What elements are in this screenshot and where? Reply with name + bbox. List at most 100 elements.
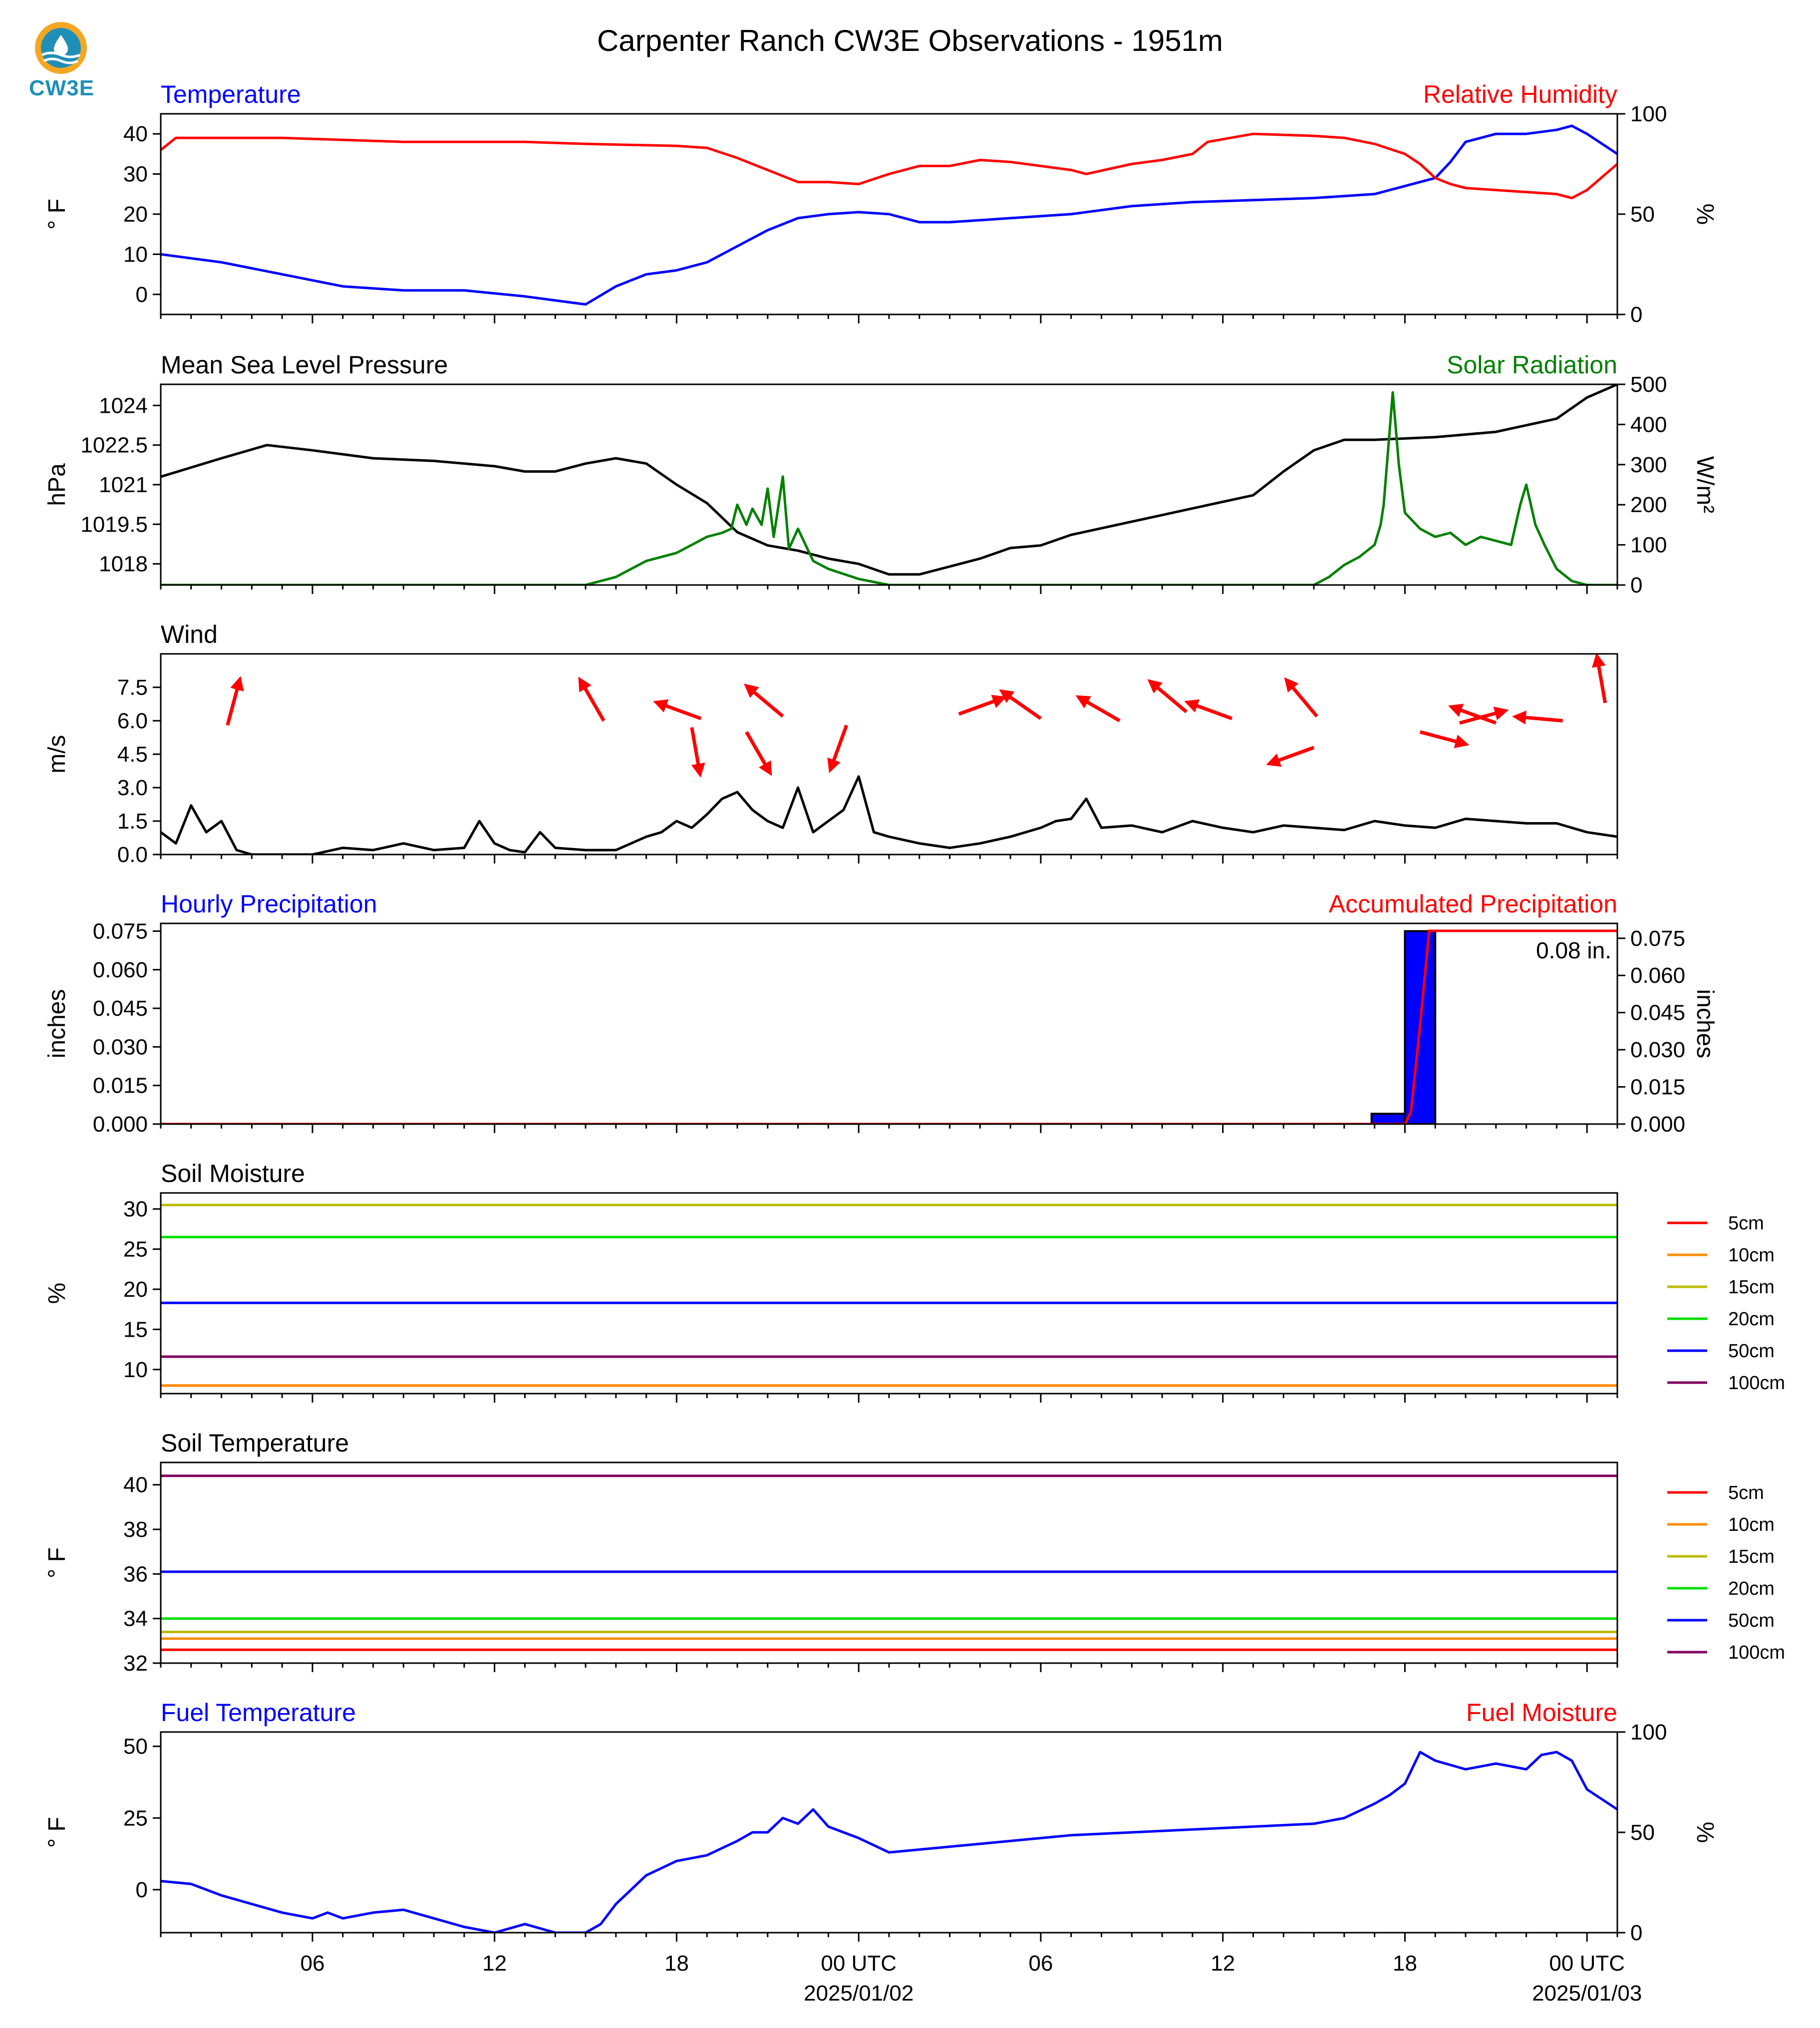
ytick-right-label: 500 (1630, 372, 1667, 397)
wind-arrow-head (1493, 706, 1509, 720)
wind-arrow-head (1448, 704, 1464, 717)
legend-label: 100cm (1728, 1642, 1785, 1663)
wind-arrow-head (1592, 654, 1606, 668)
ylabel-left: ° F (44, 1817, 70, 1848)
ytick-left-label: 20 (123, 1277, 148, 1302)
ytick-left-label: 40 (123, 1473, 148, 1497)
ylabel-left: inches (44, 989, 70, 1059)
series-line-1 (161, 132, 1617, 200)
ylabel-right: % (1692, 204, 1718, 225)
ylabel-left: m/s (44, 735, 70, 773)
plot-area (161, 654, 1617, 855)
ytick-left-label: 0.075 (93, 919, 148, 943)
panel-title-left: Mean Sea Level Pressure (161, 351, 448, 379)
ytick-left-label: 0.015 (93, 1074, 148, 1098)
panel-title-right: Accumulated Precipitation (1329, 890, 1617, 918)
panel-soil-temperature: Soil Temperature 32 34 36 38 40 ° F 5cm 10cm 15cm… (44, 1429, 1785, 1676)
panel-frame (160, 1461, 1618, 1664)
panel-frame (160, 383, 1618, 586)
series-line-1 (161, 391, 1617, 585)
legend-label: 50cm (1728, 1610, 1775, 1631)
ytick-left-label: 4.5 (117, 742, 148, 767)
ylabel-left: ° F (44, 1547, 70, 1578)
plot-area (161, 929, 1617, 1124)
panel-frame (160, 922, 1618, 1125)
ytick-right-label: 0.030 (1630, 1038, 1685, 1062)
wind-arrow-head (827, 757, 841, 773)
ylabel-left: hPa (44, 463, 70, 506)
ytick-left-label: 25 (123, 1237, 148, 1262)
panel-title-left: Soil Moisture (161, 1159, 305, 1187)
panel-frame (160, 113, 1618, 315)
ytick-left-label: 0 (136, 1878, 148, 1902)
legend-label: 10cm (1728, 1514, 1775, 1535)
wind-arrow-head (1266, 753, 1282, 767)
ytick-left-label: 32 (123, 1651, 148, 1676)
ylabel-left: ° F (44, 199, 70, 230)
panel-title-left: Soil Temperature (161, 1429, 349, 1457)
ytick-left-label: 0 (136, 283, 148, 307)
series-line-0 (161, 775, 1617, 855)
ytick-left-label: 0.045 (93, 996, 148, 1021)
ytick-right-label: 0 (1630, 302, 1642, 327)
wind-arrow-head (653, 699, 669, 713)
ytick-left-label: 1018 (99, 552, 148, 577)
plot-area (161, 124, 1617, 306)
panel-frame (160, 1731, 1618, 1934)
ytick-left-label: 0.0 (117, 843, 148, 867)
wind-arrow-head (759, 760, 772, 776)
legend-label: 10cm (1728, 1245, 1775, 1266)
panel-fuel: Fuel Temperature Fuel Moisture 0 25 50 0 50 100… (44, 1699, 1718, 2006)
panel-title-left: Fuel Temperature (161, 1699, 356, 1727)
accum-precip-annotation: 0.08 in. (1536, 937, 1611, 963)
ytick-right-label: 0.015 (1630, 1075, 1685, 1100)
ytick-left-label: 40 (123, 122, 148, 146)
ytick-left-label: 1019.5 (80, 512, 148, 537)
ytick-left-label: 30 (123, 1197, 148, 1221)
wind-arrow-head (1284, 677, 1299, 693)
plot-area (161, 384, 1617, 585)
ytick-right-label: 400 (1630, 412, 1667, 437)
legend-label: 5cm (1728, 1482, 1764, 1503)
wind-arrow-head (999, 689, 1015, 703)
legend-label: 20cm (1728, 1309, 1775, 1330)
ytick-left-label: 15 (123, 1317, 148, 1342)
ytick-left-label: 36 (123, 1562, 148, 1586)
legend: 5cm 10cm 15cm 20cm 50cm 100cm (1667, 1482, 1785, 1663)
xtick-label: 12 (1211, 1951, 1235, 1976)
panel-frame (160, 653, 1618, 856)
ylabel-right: inches (1692, 989, 1718, 1059)
legend-label: 20cm (1728, 1578, 1775, 1599)
ytick-right-label: 0.045 (1630, 1001, 1685, 1025)
cw3e-logo-icon (35, 22, 87, 74)
ytick-left-label: 10 (123, 242, 148, 267)
wind-arrow-head (578, 676, 592, 692)
ytick-left-label: 1021 (99, 473, 148, 497)
panel-title-left: Temperature (161, 80, 301, 108)
wind-arrow-head (744, 683, 759, 698)
plot-area (161, 1203, 1617, 1387)
figure-title: Carpenter Ranch CW3E Observations - 1951… (597, 24, 1223, 57)
wind-arrow-head (230, 676, 244, 692)
ytick-left-label: 3.0 (117, 776, 148, 800)
ylabel-right: W/m² (1692, 456, 1718, 514)
ylabel-right: % (1692, 1822, 1718, 1843)
ytick-left-label: 6.0 (117, 709, 148, 733)
xtick-label: 06 (1028, 1951, 1053, 1976)
series-line-0 (161, 124, 1617, 306)
cw3e-logo-text: CW3E (29, 76, 95, 100)
xtick-label: 12 (482, 1951, 507, 1976)
precip-bar (1370, 1113, 1406, 1124)
ytick-right-label: 200 (1630, 493, 1667, 517)
series-line-0 (161, 384, 1617, 576)
wind-arrow-head (1147, 679, 1163, 694)
legend-label: 15cm (1728, 1546, 1775, 1567)
wind-arrow-head (1512, 710, 1527, 725)
plot-area (161, 1474, 1617, 1651)
ytick-left-label: 0.030 (93, 1035, 148, 1059)
ytick-left-label: 20 (123, 202, 148, 227)
ytick-left-label: 1024 (99, 393, 148, 418)
ylabel-left: % (44, 1283, 70, 1304)
xtick-label: 00 UTC (821, 1951, 897, 1976)
ytick-left-label: 50 (123, 1735, 148, 1759)
